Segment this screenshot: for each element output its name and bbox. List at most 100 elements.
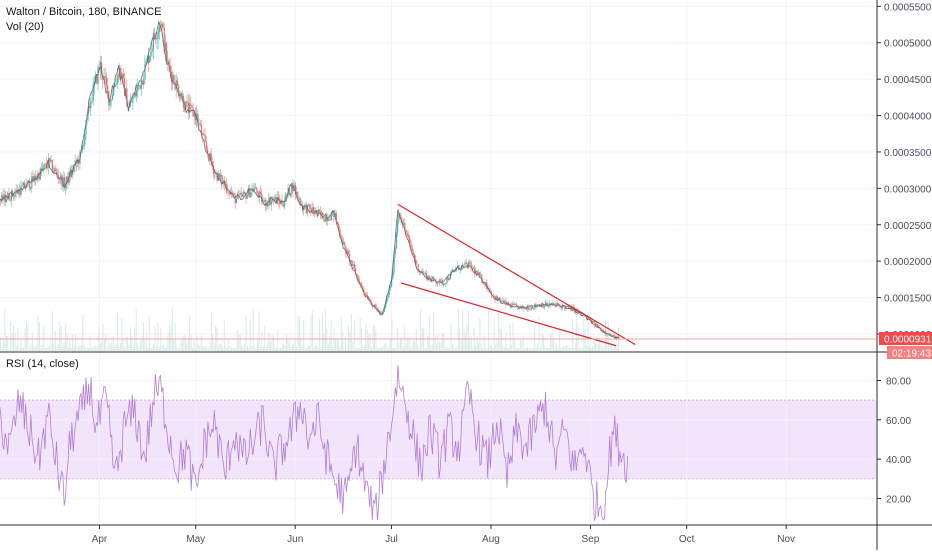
candle-body [190,103,192,106]
candle-body [133,92,135,98]
candle-body [566,305,568,307]
rsi-tick-label-2: 40.00 [886,455,911,466]
candle-body [164,43,167,52]
volume-legend[interactable]: Vol (20) [6,21,44,33]
time-tick-label-5: Sep [582,534,600,545]
volume-bar [36,346,38,351]
volume-bar [467,310,469,351]
candle-body [265,203,268,207]
rsi-tick-label-1: 60.00 [886,416,911,427]
volume-bar [262,346,264,351]
candle-body [110,99,112,101]
candle-body [298,198,300,200]
candle-body [13,195,15,197]
candle-body [315,209,317,214]
volume-bar [4,308,6,351]
candle-body [493,295,495,297]
volume-bar [7,335,9,351]
rsi-legend[interactable]: RSI (14, close) [6,358,79,370]
candle-body [135,89,138,97]
time-tick-label-0: Apr [92,534,108,545]
volume-bar [340,317,342,351]
candle-body [275,196,277,204]
volume-bar [14,331,16,351]
volume-bar [184,335,186,351]
volume-bar [568,347,570,351]
candle-body [582,313,584,316]
volume-bar [449,347,451,351]
candle-body [596,324,599,328]
candle-body [318,209,321,212]
candle-body [448,278,451,280]
candle-body [477,272,479,275]
volume-bar [415,329,417,351]
candle-body [0,200,2,202]
candle-body [32,176,34,182]
candle-body [444,283,446,285]
candle-body [535,303,537,307]
candle-body [1,195,3,201]
volume-bar [514,336,516,351]
candle-body [244,192,246,194]
candle-body [174,82,176,90]
volume-bar [397,328,399,351]
volume-bar [345,336,347,351]
candle-body [374,304,376,307]
volume-bar [379,347,381,351]
volume-bar [571,318,573,351]
volume-bar [180,342,182,351]
candle-body [524,308,526,310]
candle-body [494,295,496,300]
candle-body [105,77,108,86]
candle-body [521,305,523,308]
symbol-title[interactable]: Walton / Bitcoin, 180, BINANCE [6,6,162,18]
volume-bar [238,333,240,351]
volume-bar [477,343,479,351]
candle-body [363,289,365,293]
volume-bar [594,343,596,351]
candle-body [475,270,477,274]
candle-body [405,229,407,234]
volume-bar [558,329,560,351]
volume-bar [138,347,140,351]
countdown-badge [887,345,932,359]
volume-bar [105,334,107,351]
candle-body [342,242,345,245]
candle-body [321,212,323,215]
candle-body [129,101,132,107]
candle-body [359,283,361,285]
volume-bar [163,344,165,351]
candle-body [354,268,357,275]
volume-bar [392,347,394,351]
volume-bar [535,347,537,351]
volume-bar [119,342,121,351]
candle-body [211,161,213,166]
volume-bar [118,347,120,351]
volume-bar [476,336,478,351]
candle-body [116,75,118,84]
candle-body [56,171,58,176]
volume-bar [548,347,550,351]
volume-bar [287,338,289,351]
candle-body [151,49,153,52]
volume-bar [359,317,361,351]
candle-body [33,176,35,182]
candle-body [310,208,312,213]
volume-bar [101,341,103,351]
volume-bar [386,347,388,351]
candle-body [234,195,236,204]
candle-body [527,307,529,310]
candle-body [140,80,142,89]
candle-body [457,265,459,268]
volume-bar [519,339,521,351]
volume-bar [443,333,445,351]
volume-bar [233,347,235,351]
volume-bar [310,315,312,351]
candle-body [288,188,290,196]
candle-body [81,145,84,151]
candle-body [57,175,59,179]
candle-body [552,303,554,305]
candle-body [170,71,173,82]
candle-body [481,274,483,282]
volume-bar [391,318,393,351]
